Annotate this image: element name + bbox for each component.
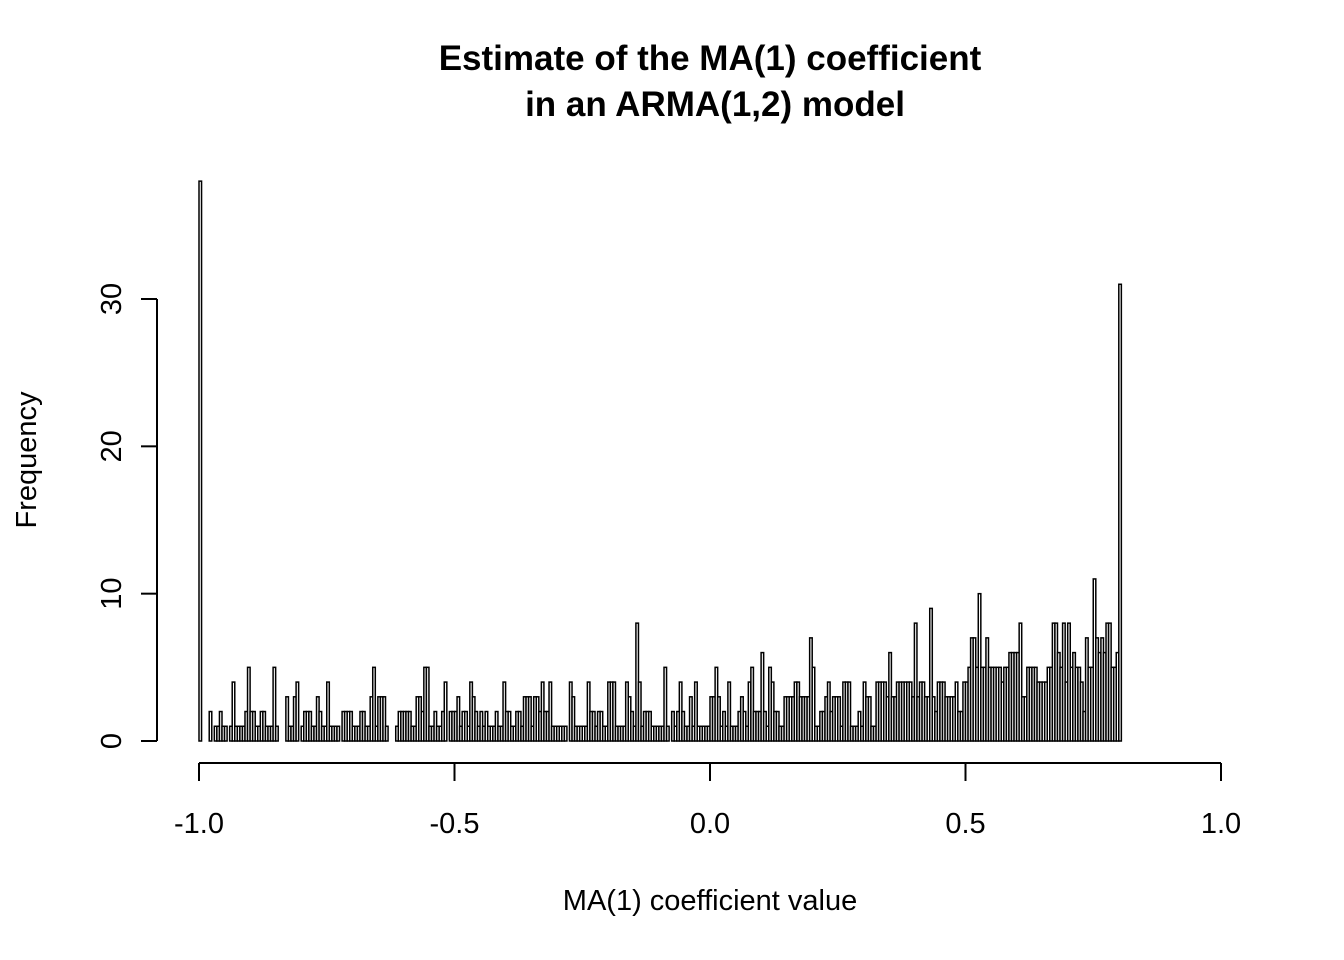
histogram-bar (527, 696, 532, 742)
histogram-bar (913, 622, 918, 742)
x-tick-label: 0.5 (945, 808, 985, 840)
histogram-bar (208, 710, 213, 742)
histogram-bars (198, 180, 1123, 742)
x-tick-label: 1.0 (1201, 808, 1241, 840)
histogram-bar (456, 696, 461, 742)
histogram-bar (727, 681, 732, 742)
histogram-bar (665, 725, 670, 742)
histogram-bar (811, 666, 816, 742)
histogram-bar (693, 681, 698, 742)
histogram-bar (1018, 622, 1023, 742)
histogram-bar (223, 725, 228, 742)
histogram-bar (760, 651, 765, 742)
histogram-bar (837, 696, 842, 742)
y-tick-label: 0 (96, 733, 128, 749)
histogram-bar (425, 666, 430, 742)
histogram-bar (716, 696, 721, 742)
y-axis: 0 10 20 30 (96, 283, 158, 749)
y-tick-label: 10 (96, 578, 128, 610)
x-axis: -1.0 -0.5 0.0 0.5 1.0 (174, 762, 1241, 840)
x-axis-label: MA(1) coefficient value (563, 885, 857, 917)
histogram-bar (847, 681, 852, 742)
histogram-bar (688, 696, 693, 742)
histogram-bar (548, 681, 553, 742)
histogram-bar (612, 681, 617, 742)
histogram-bar (571, 696, 576, 742)
x-tick-label: 0.0 (690, 808, 730, 840)
histogram-bar (198, 180, 203, 742)
histogram-bar (384, 725, 389, 742)
histogram-bar (246, 666, 251, 742)
chart-title-line-1: Estimate of the MA(1) coefficient (439, 39, 982, 78)
histogram-bar (867, 696, 872, 742)
x-tick-label: -0.5 (430, 808, 480, 840)
x-tick-label: -1.0 (174, 808, 224, 840)
histogram-bar (563, 725, 568, 742)
y-tick-label: 20 (96, 430, 128, 462)
chart-title-line-2: in an ARMA(1,2) model (525, 85, 905, 124)
histogram-bar (274, 725, 279, 742)
histogram-bar (928, 607, 934, 742)
histogram-bar (285, 696, 290, 742)
histogram-bar (1118, 283, 1123, 742)
histogram-bar (382, 696, 387, 742)
y-tick-label: 30 (96, 283, 128, 315)
histogram-bar (231, 681, 236, 742)
histogram-bar (326, 681, 331, 742)
histogram-bar (272, 666, 277, 742)
histogram-bar (336, 725, 341, 742)
histogram-bar (295, 681, 300, 742)
histogram-bar (443, 681, 448, 742)
histogram-bar (663, 666, 668, 742)
histogram-bar (371, 666, 377, 742)
histogram-bar (750, 666, 755, 742)
histogram-bar (637, 681, 642, 742)
y-axis-label: Frequency (11, 391, 43, 529)
